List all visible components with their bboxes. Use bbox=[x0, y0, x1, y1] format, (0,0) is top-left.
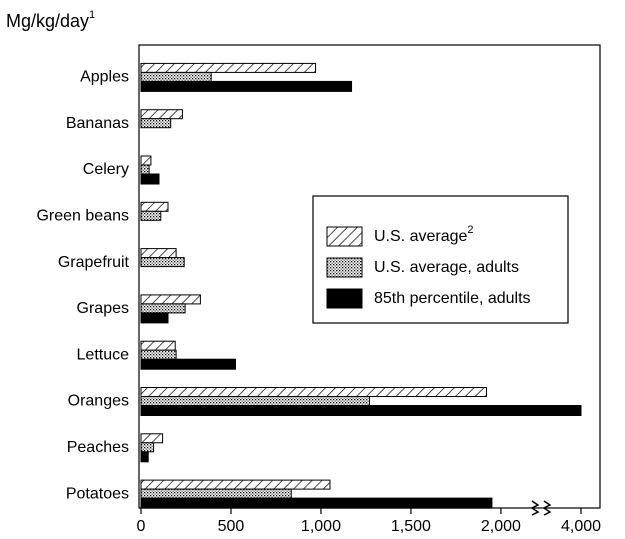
bar bbox=[140, 303, 186, 314]
y-tick-label: Green beans bbox=[36, 208, 129, 225]
chart-title: Mg/kg/day1 bbox=[6, 9, 95, 31]
legend-name: U.S. average, adults bbox=[374, 259, 519, 276]
bar bbox=[140, 80, 353, 92]
legend-note: 2 bbox=[467, 224, 473, 236]
legend: U.S. average2 U.S. average, adults 85th pe… bbox=[312, 195, 569, 324]
x-tick-label: 4,000 bbox=[561, 518, 601, 535]
y-tick-label: Apples bbox=[80, 69, 129, 86]
bar bbox=[140, 433, 164, 444]
legend-swatch bbox=[326, 288, 363, 309]
y-tick-label: Lettuce bbox=[77, 346, 130, 363]
x-tick-label: 500 bbox=[218, 518, 245, 535]
bar bbox=[140, 164, 150, 175]
bar bbox=[140, 396, 371, 407]
legend-label: 85th percentile, adults bbox=[374, 290, 531, 307]
x-tick-label: 1,000 bbox=[301, 518, 341, 535]
y-tick-label: Grapefruit bbox=[58, 254, 130, 271]
bar bbox=[140, 349, 177, 360]
legend-name: U.S. average bbox=[374, 228, 467, 245]
y-tick-label: Potatoes bbox=[66, 485, 129, 502]
bar bbox=[140, 312, 169, 324]
bar bbox=[140, 62, 317, 73]
bar bbox=[140, 155, 152, 166]
y-tick-label: Peaches bbox=[67, 439, 129, 456]
bar bbox=[140, 387, 488, 398]
y-tick-label: Oranges bbox=[68, 393, 129, 410]
bar bbox=[140, 71, 212, 82]
x-tick-label: 1,500 bbox=[391, 518, 431, 535]
bar bbox=[140, 257, 185, 268]
x-tick-label: 2,000 bbox=[481, 518, 521, 535]
bar bbox=[140, 442, 155, 453]
axis-break bbox=[542, 500, 552, 516]
bar bbox=[140, 358, 236, 370]
bar bbox=[140, 201, 169, 212]
bar bbox=[140, 294, 201, 305]
y-tick-label: Grapes bbox=[77, 300, 129, 317]
bar bbox=[140, 109, 183, 120]
legend-name: 85th percentile, adults bbox=[374, 290, 531, 307]
legend-swatch bbox=[326, 257, 363, 278]
bar bbox=[140, 497, 493, 509]
y-tick-label: Bananas bbox=[66, 115, 129, 132]
bar bbox=[140, 173, 160, 185]
bar bbox=[140, 451, 149, 463]
legend-swatch bbox=[326, 226, 363, 247]
bar bbox=[140, 488, 292, 499]
bar bbox=[140, 340, 176, 351]
bar bbox=[140, 248, 177, 259]
y-tick-label: Celery bbox=[83, 161, 129, 178]
x-tick-label: 0 bbox=[137, 518, 146, 535]
bar bbox=[140, 479, 331, 490]
legend-label: U.S. average2 bbox=[374, 224, 474, 245]
axis-break bbox=[530, 500, 540, 516]
bar bbox=[140, 210, 162, 221]
bar bbox=[140, 405, 582, 417]
legend-label: U.S. average, adults bbox=[374, 259, 519, 276]
bar bbox=[140, 118, 172, 129]
